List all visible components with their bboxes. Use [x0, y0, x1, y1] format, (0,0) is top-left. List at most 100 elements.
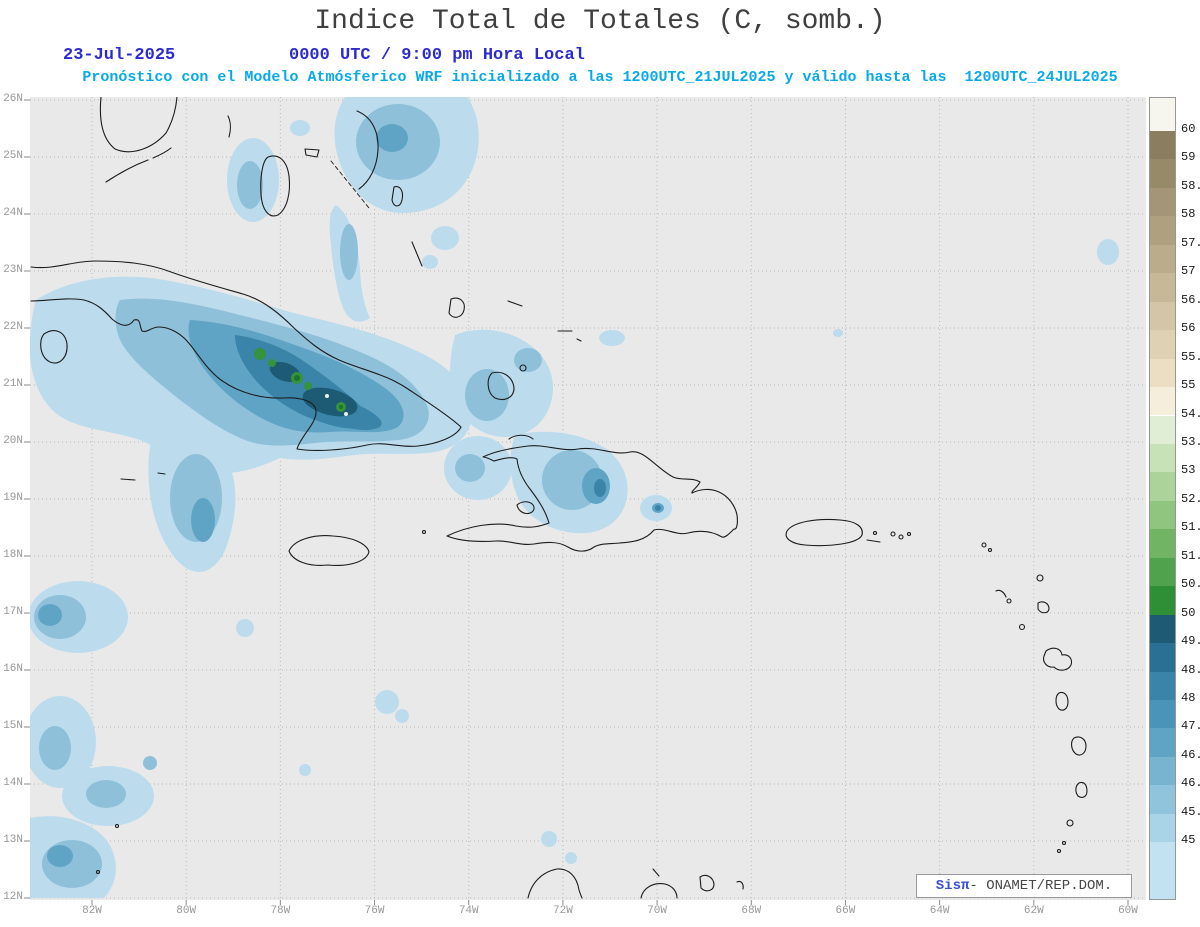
colorbar-segment	[1150, 244, 1175, 274]
colorbar-segment	[1150, 443, 1175, 473]
valid-date: 23-Jul-2025	[63, 46, 176, 65]
coast-guajira	[527, 868, 583, 899]
coast-cayman-brac	[157, 472, 166, 475]
coast-grenadines	[1061, 840, 1067, 846]
lon-label: 62W	[1023, 905, 1044, 917]
colorbar-label: 57.5	[1181, 235, 1200, 250]
colorbar-label: 46.8	[1181, 747, 1200, 762]
lon-label: 68W	[741, 905, 762, 917]
colorbar-segment	[1150, 614, 1175, 644]
coast-turks	[576, 338, 582, 342]
coast-barbuda	[1036, 574, 1044, 582]
colorbar-label: 60	[1181, 122, 1196, 136]
colorbar-label: 56	[1181, 321, 1196, 336]
colorbar-label: 45.6	[1181, 804, 1200, 819]
coast-st-vincent	[1066, 819, 1074, 827]
coast-san-andres	[95, 869, 101, 875]
coast-st-kitts	[995, 589, 1007, 598]
coast-isla-juventud	[40, 330, 68, 364]
lat-label: 19N	[3, 492, 23, 504]
coast-vieques	[866, 539, 881, 543]
colorbar-segment	[1150, 586, 1175, 615]
lon-label: 66W	[835, 905, 856, 917]
colorbar-segment	[1150, 643, 1175, 672]
coast-grenadines	[1056, 848, 1062, 854]
axis-ticks	[24, 99, 1129, 905]
colorbar-segment	[1150, 131, 1175, 160]
lon-label: 76W	[364, 905, 385, 917]
colorbar-label: 59	[1181, 150, 1196, 165]
colorbar-segment	[1150, 301, 1175, 331]
colorbar-label: 50	[1181, 605, 1196, 620]
lat-label: 26N	[3, 93, 23, 105]
colorbar-segment	[1150, 387, 1175, 416]
coast-hispaniola	[446, 445, 738, 552]
coast-long-island	[411, 241, 423, 267]
coast-anguilla	[981, 542, 987, 548]
lon-label: 64W	[929, 905, 950, 917]
coast-virgin-islands	[906, 531, 912, 537]
colorbar-label: 55	[1181, 378, 1196, 393]
coast-bonaire	[736, 880, 744, 890]
coast-guadeloupe	[1043, 647, 1073, 671]
coast-cayman	[120, 478, 136, 481]
colorbar-label: 50.6	[1181, 577, 1200, 592]
colorbar-segment	[1150, 728, 1175, 757]
colorbar-label: 52.4	[1181, 491, 1200, 506]
coast-crooked-island	[448, 297, 465, 318]
coast-andros	[260, 155, 291, 217]
coast-st-lucia	[1075, 781, 1088, 798]
coast-gonave	[516, 501, 535, 514]
coast-bimini	[227, 115, 231, 138]
lat-label: 23N	[3, 264, 23, 276]
coast-florida-keys	[152, 147, 172, 159]
coast-nevis	[1006, 598, 1012, 604]
lat-label: 12N	[3, 891, 23, 903]
coast-dominica	[1055, 691, 1069, 711]
coast-aruba	[652, 868, 660, 877]
coast-st-martin	[987, 547, 993, 553]
colorbar-label: 56.5	[1181, 292, 1200, 307]
onamet-watermark: Sisπ - ONAMET/REP.DOM.	[916, 874, 1132, 898]
colorbar-segment	[1150, 98, 1175, 131]
lat-label: 14N	[3, 777, 23, 789]
colorbar-segment	[1150, 216, 1175, 245]
coast-martinique	[1071, 736, 1087, 756]
colorbar-segment	[1150, 557, 1175, 587]
coast-providencia	[114, 823, 120, 829]
colorbar-label: 51.2	[1181, 548, 1200, 563]
colorbar-segment	[1150, 756, 1175, 786]
coast-navassa	[421, 529, 427, 535]
colorbar-segment	[1150, 273, 1175, 302]
colorbar-segment	[1150, 842, 1175, 899]
colorbar-segment	[1150, 671, 1175, 700]
colorbar-label: 49.2	[1181, 634, 1200, 649]
coast-cuba	[30, 260, 462, 451]
coast-montserrat	[1018, 623, 1026, 631]
lon-label: 78W	[270, 905, 291, 917]
colorbar-segment	[1150, 330, 1175, 359]
colorbar-label: 53	[1181, 463, 1196, 478]
colorbar-label: 47.4	[1181, 719, 1200, 734]
colorbar-label: 45	[1181, 833, 1196, 848]
lat-label: 16N	[3, 663, 23, 675]
lon-label: 72W	[553, 905, 573, 917]
coast-culebra	[872, 530, 878, 536]
coast-great-inagua	[487, 371, 515, 401]
lat-label: 15N	[3, 720, 23, 732]
colorbar-label: 57	[1181, 264, 1196, 279]
coast-little-inagua	[519, 364, 527, 372]
onamet-label: - ONAMET/REP.DOM.	[969, 878, 1113, 894]
coast-florida	[99, 97, 178, 153]
colorbar-label: 54.2	[1181, 406, 1200, 421]
coast-eleuthera	[356, 110, 379, 190]
coast-jamaica	[288, 535, 370, 566]
valid-time: 0000 UTC / 9:00 pm Hora Local	[289, 46, 585, 65]
colorbar-label: 55.5	[1181, 349, 1200, 364]
page-title: Indice Total de Totales (C, somb.)	[314, 6, 886, 37]
lat-label: 22N	[3, 321, 23, 333]
colorbar-label: 58	[1181, 207, 1196, 222]
lat-label: 17N	[3, 606, 23, 618]
